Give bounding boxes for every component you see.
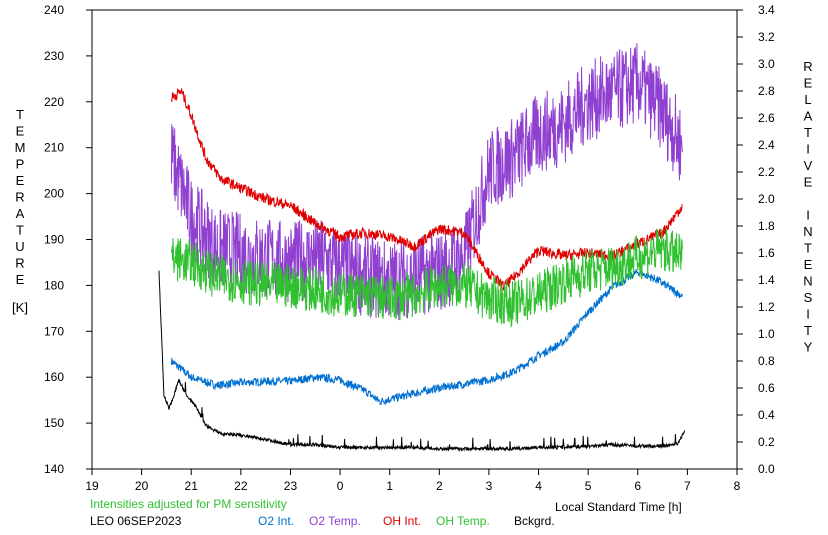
x-tick-label: 2 [436, 479, 443, 493]
y-right-label-letter: S [804, 290, 813, 305]
x-tick-label: 6 [634, 479, 641, 493]
x-tick-label: 5 [585, 479, 592, 493]
x-tick-label: 4 [535, 479, 542, 493]
y-right-tick-label: 3.4 [758, 3, 775, 17]
x-tick-label: 1 [386, 479, 393, 493]
y-right-label-letter: V [804, 158, 813, 173]
y-left-label-letter: E [16, 272, 25, 287]
y-left-tick-label: 230 [44, 49, 64, 63]
y-left-label-letter: E [16, 124, 25, 139]
y-right-label-letter: T [804, 241, 812, 256]
x-tick-label: 0 [337, 479, 344, 493]
y-left-tick-label: 220 [44, 95, 64, 109]
y-right-label-letter: N [803, 274, 812, 289]
y-left-label-letter: U [15, 239, 24, 254]
y-left-tick-label: 240 [44, 3, 64, 17]
y-right-tick-label: 1.6 [758, 246, 775, 260]
series-line-0 [170, 268, 683, 406]
legend-bckgrd: Bckgrd. [514, 514, 555, 528]
y-left-tick-label: 210 [44, 141, 64, 155]
legend-o2-temp: O2 Temp. [309, 514, 361, 528]
y-right-tick-label: 1.4 [758, 273, 775, 287]
y-right-tick-label: 2.0 [758, 192, 775, 206]
y-left-tick-label: 140 [44, 462, 64, 476]
y-right-label-letter: E [804, 257, 813, 272]
x-tick-label: 21 [185, 479, 199, 493]
series-line-4 [158, 270, 686, 453]
x-tick-label: 7 [684, 479, 691, 493]
series-line-1 [170, 43, 683, 321]
y-left-label-letter: E [16, 173, 25, 188]
ticks-layer: 19 20 21 22 23 0 1 2 3 4 5 6 7 8140150160170180190200… [44, 3, 775, 493]
y-right-tick-label: 0.4 [758, 408, 775, 422]
y-right-tick-label: 0.2 [758, 435, 775, 449]
series-line-3 [170, 227, 683, 329]
y-right-tick-label: 1.2 [758, 300, 775, 314]
y-right-label-letter: E [804, 76, 813, 91]
y-right-label-letter: I [806, 142, 810, 157]
y-right-label-letter: R [803, 59, 812, 74]
y-right-tick-label: 3.0 [758, 57, 775, 71]
y-left-label-letter: T [16, 223, 24, 238]
y-right-tick-label: 2.8 [758, 84, 775, 98]
y-right-tick-label: 2.4 [758, 138, 775, 152]
y-left-tick-label: 200 [44, 187, 64, 201]
y-left-label-letter: R [15, 256, 24, 271]
y-right-label-letter: T [804, 323, 812, 338]
x-tick-label: 3 [486, 479, 493, 493]
y-left-label-letter: T [16, 107, 24, 122]
y-right-label-letter: A [804, 109, 813, 124]
pm-sensitivity-note: Intensities adjusted for PM sensitivity [90, 497, 287, 511]
y-left-tick-label: 160 [44, 370, 64, 384]
x-tick-label: 20 [135, 479, 149, 493]
series-layer [158, 43, 686, 453]
y-left-label-letter: R [15, 190, 24, 205]
y-right-label-letter: L [804, 92, 811, 107]
y-left-label-letter: P [16, 157, 25, 172]
y-left-unit: [K] [12, 300, 28, 315]
y-left-label-letter: A [16, 206, 25, 221]
legend-o2-int: O2 Int. [258, 514, 295, 528]
y-right-label-letter: N [803, 224, 812, 239]
y-right-label-letter: E [804, 175, 813, 190]
y-left-label-letter: M [15, 140, 26, 155]
y-left-tick-label: 170 [44, 324, 64, 338]
y-right-tick-label: 1.0 [758, 327, 775, 341]
legend-oh-int: OH Int. [383, 514, 422, 528]
y-right-tick-label: 1.8 [758, 219, 775, 233]
x-axis-label: Local Standard Time [h] [555, 500, 682, 514]
x-tick-label: 19 [85, 479, 99, 493]
y-right-tick-label: 0.0 [758, 462, 775, 476]
y-right-label-letter: I [806, 307, 810, 322]
x-tick-label: 22 [234, 479, 248, 493]
y-right-tick-label: 2.2 [758, 165, 775, 179]
y-right-tick-label: 0.6 [758, 381, 775, 395]
y-left-tick-label: 190 [44, 233, 64, 247]
station-date-label: LEO 06SEP2023 [90, 514, 182, 528]
legend-oh-temp: OH Temp. [436, 514, 490, 528]
x-tick-label: 8 [734, 479, 741, 493]
series-line-2 [170, 88, 683, 291]
y-left-tick-label: 150 [44, 416, 64, 430]
y-right-label-letter: Y [804, 340, 813, 355]
y-right-tick-label: 3.2 [758, 30, 775, 44]
y-right-tick-label: 0.8 [758, 354, 775, 368]
y-left-tick-label: 180 [44, 278, 64, 292]
y-right-tick-label: 2.6 [758, 111, 775, 125]
y-right-label-letter: T [804, 125, 812, 140]
y-right-label-letter: I [806, 208, 810, 223]
x-tick-label: 23 [284, 479, 298, 493]
